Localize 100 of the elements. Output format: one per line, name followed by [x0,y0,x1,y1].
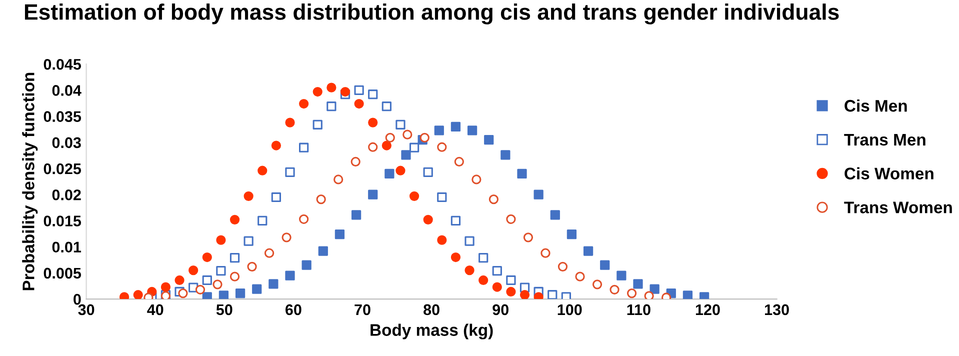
point [318,246,328,256]
point [472,174,482,184]
point [268,279,278,289]
point [558,262,568,272]
point [334,229,345,240]
point [350,156,360,167]
point [195,284,206,294]
x-tick-label: 120 [696,304,720,316]
point [434,126,444,136]
point [230,272,240,282]
y-tick-label: 0.015 [44,216,82,226]
point [464,266,474,276]
y-tick-label: 0.01 [52,242,82,253]
point [492,282,502,292]
point [523,232,534,242]
point [298,214,309,224]
point [312,120,322,130]
point [212,280,222,290]
point [258,216,268,226]
point [566,229,577,240]
point [385,132,395,143]
point [174,275,184,286]
point [178,288,188,298]
x-tick-label: 80 [424,304,440,316]
point [423,167,433,177]
x-axis-title: Body mass (kg) [370,324,493,340]
point [616,270,626,280]
y-tick-label: 0.035 [44,111,82,122]
y-axis-title: Probability density function [22,72,38,290]
point [264,248,274,258]
point [402,130,412,140]
point [478,275,488,286]
point [450,252,461,262]
point [312,86,322,97]
point [326,102,336,112]
point [302,260,312,270]
point [188,266,198,276]
point [271,140,282,150]
point [450,216,461,226]
point [285,167,295,177]
point [334,174,344,184]
point [550,210,560,220]
point [506,275,516,286]
point [382,102,392,112]
x-tick-label: 40 [147,304,164,316]
point [298,142,309,152]
point [437,192,447,202]
point [520,290,530,300]
point [633,279,643,289]
point [258,166,268,176]
point [218,290,229,300]
point [244,236,254,246]
point [340,86,350,97]
point [382,140,392,150]
point [368,90,378,100]
point [437,142,447,152]
point [610,284,620,294]
point [644,291,654,300]
point [409,142,420,152]
point [409,191,420,201]
point [396,166,406,176]
point [282,232,292,242]
y-tick-label: 0 [74,294,81,305]
point [450,122,461,132]
point [492,266,502,276]
point [316,194,326,204]
point [230,214,240,224]
point [354,98,364,109]
x-tick-label: 110 [627,304,650,316]
point [133,290,143,300]
x-tick-label: 90 [492,304,508,316]
point [202,252,212,262]
point [534,292,544,300]
point [437,235,447,245]
point [467,126,478,136]
point [500,150,510,160]
x-tick-label: 130 [765,304,789,316]
point [575,272,585,282]
point [517,168,527,179]
x-tick-label: 30 [78,304,94,316]
legend-label: Trans Women [844,202,952,214]
point [423,214,433,224]
legend-label: Cis Women [844,167,934,180]
y-tick-label: 0.03 [52,137,81,148]
legend-label: Trans Men [844,134,926,146]
point [478,252,488,263]
point [354,85,364,95]
point [506,214,516,224]
point [202,275,212,286]
point [368,190,378,200]
x-tick-label: 70 [354,304,370,316]
point [368,118,378,128]
point [230,252,240,263]
point [368,142,378,152]
point [216,235,226,245]
point [202,292,212,300]
point [401,150,411,160]
x-tick-label: 100 [558,304,582,316]
point [506,286,516,297]
legend-label: Cis Men [844,99,907,112]
